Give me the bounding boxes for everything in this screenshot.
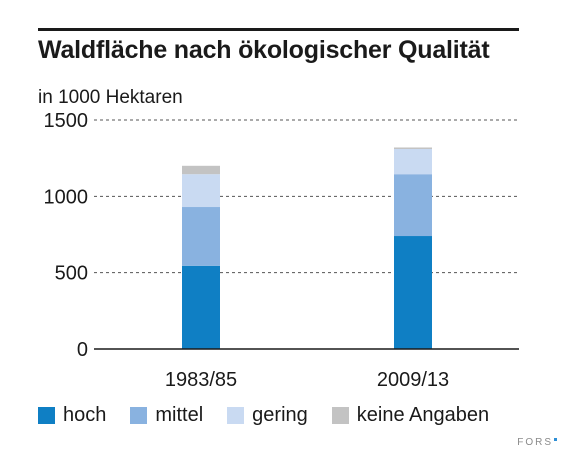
legend-item: mittel (130, 404, 203, 427)
legend-label: gering (252, 404, 308, 426)
x-tick-label: 2009/13 (377, 369, 449, 391)
source-text: FORS (517, 437, 553, 448)
y-tick-label: 0 (77, 339, 88, 361)
legend-swatch (38, 407, 55, 424)
bar-segment (394, 147, 432, 150)
y-tick-label: 1500 (44, 110, 89, 132)
bar-segment (394, 236, 432, 349)
legend-item: hoch (38, 404, 106, 427)
chart-title: Waldfläche nach ökologischer Qualität (38, 36, 490, 64)
source-label: FORS (517, 437, 557, 448)
title-rule (38, 28, 519, 31)
bar-segment (182, 165, 220, 175)
unit-label: in 1000 Hektaren (38, 87, 183, 108)
legend-swatch (331, 407, 349, 424)
legend: hoch mittel gering keine Angaben (38, 404, 513, 427)
y-tick-label: 500 (55, 263, 88, 285)
source-dot-icon (554, 438, 557, 441)
legend-item: gering (227, 404, 308, 427)
bar-segment (394, 149, 432, 175)
legend-swatch (227, 407, 245, 424)
y-tick-label: 1000 (44, 186, 89, 208)
bar-segment (182, 265, 220, 349)
x-tick-label: 1983/85 (165, 369, 237, 391)
legend-swatch (130, 407, 148, 424)
bar-segment (182, 174, 220, 208)
bar-segment (394, 174, 432, 237)
legend-label: mittel (155, 404, 204, 426)
bar-segment (182, 207, 220, 266)
legend-label: keine Angaben (356, 404, 490, 426)
legend-label: hoch (63, 404, 107, 426)
legend-item: keine Angaben (331, 404, 490, 427)
